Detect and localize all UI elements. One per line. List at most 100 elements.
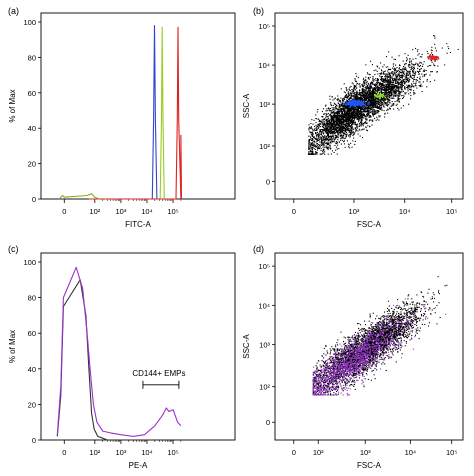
scatter-point: [432, 57, 434, 60]
scatter-point: [434, 37, 436, 39]
scatter-point: [326, 147, 328, 149]
scatter-point: [397, 107, 399, 109]
scatter-point: [388, 84, 390, 86]
scatter-point: [399, 64, 401, 66]
scatter-point: [364, 81, 366, 83]
scatter-point: [386, 91, 388, 93]
scatter-point: [337, 132, 339, 134]
scatter-point: [331, 136, 333, 138]
scatter-point: [401, 81, 403, 83]
scatter-point: [311, 133, 313, 135]
scatter-point: [380, 102, 382, 104]
scatter-point: [342, 100, 344, 102]
scatter-point: [391, 101, 393, 103]
scatter-point: [407, 90, 409, 92]
scatter-point: [369, 85, 371, 87]
scatter-point: [319, 120, 321, 122]
scatter-point: [398, 78, 400, 80]
scatter-point: [424, 75, 426, 77]
scatter-point: [356, 75, 358, 77]
scatter-point: [314, 130, 316, 132]
scatter-point: [393, 80, 395, 82]
scatter-point: [393, 88, 395, 90]
scatter-point: [328, 109, 330, 111]
scatter-point: [375, 106, 377, 108]
scatter-point: [380, 88, 382, 90]
scatter-point: [353, 104, 355, 107]
x-tick-label: 10⁵: [167, 207, 178, 216]
series-line: [58, 193, 100, 200]
scatter-point: [325, 104, 327, 106]
scatter-point: [358, 111, 360, 113]
scatter-point: [362, 100, 365, 102]
scatter-point: [308, 148, 310, 150]
scatter-point: [345, 87, 347, 89]
scatter-point: [347, 122, 349, 124]
scatter-point: [372, 96, 374, 98]
scatter-point: [373, 91, 375, 93]
scatter-point: [394, 92, 396, 94]
scatter-point: [398, 91, 400, 93]
scatter-point: [409, 72, 411, 74]
scatter-point: [331, 110, 333, 112]
scatter-point: [360, 114, 362, 116]
scatter-point: [444, 64, 446, 66]
scatter-point: [360, 116, 362, 118]
scatter-point: [381, 77, 383, 79]
scatter-point: [336, 117, 338, 119]
scatter-point: [361, 108, 363, 110]
scatter-point: [348, 106, 350, 108]
scatter-point: [373, 100, 375, 102]
scatter-point: [360, 109, 362, 111]
scatter-point: [326, 110, 328, 112]
scatter-point: [343, 97, 345, 99]
scatter-point: [334, 121, 336, 123]
scatter-point: [396, 86, 398, 88]
scatter-point: [333, 133, 335, 135]
scatter-point: [353, 128, 355, 130]
scatter-point: [370, 93, 372, 95]
scatter-point: [354, 110, 356, 112]
scatter-point: [377, 78, 379, 80]
scatter-point: [382, 79, 384, 81]
scatter-point: [338, 104, 340, 106]
scatter-point: [341, 137, 343, 139]
scatter-point: [336, 115, 338, 117]
scatter-point: [362, 94, 364, 96]
scatter-point: [391, 92, 393, 94]
scatter-point: [329, 135, 331, 137]
scatter-point: [364, 79, 366, 81]
scatter-point: [336, 122, 338, 124]
scatter-point: [316, 111, 318, 113]
scatter-point: [402, 80, 404, 82]
scatter-point: [398, 88, 400, 90]
scatter-point: [426, 80, 428, 82]
scatter-point: [329, 98, 331, 100]
scatter-point: [322, 152, 324, 154]
scatter-point: [335, 114, 337, 116]
scatter-point: [342, 135, 344, 137]
scatter-point: [402, 81, 404, 83]
scatter-point: [381, 92, 383, 94]
scatter-point: [345, 111, 347, 113]
scatter-point: [342, 108, 344, 110]
scatter-point: [352, 133, 354, 135]
scatter-point: [408, 88, 410, 90]
scatter-point: [316, 153, 318, 155]
scatter-point: [396, 89, 398, 91]
scatter-point: [375, 113, 377, 115]
scatter-point: [369, 105, 371, 107]
scatter-point: [324, 127, 326, 129]
scatter-point: [333, 129, 335, 131]
scatter-point: [326, 138, 328, 140]
y-tick-label: 100: [23, 258, 36, 267]
scatter-point: [405, 72, 407, 74]
scatter-point: [395, 94, 397, 96]
scatter-point: [372, 78, 374, 80]
scatter-point: [347, 109, 349, 111]
scatter-point: [374, 93, 376, 95]
scatter-point: [378, 116, 380, 118]
scatter-point: [434, 55, 436, 58]
panel-label: (b): [253, 6, 264, 16]
scatter-point: [395, 78, 397, 80]
